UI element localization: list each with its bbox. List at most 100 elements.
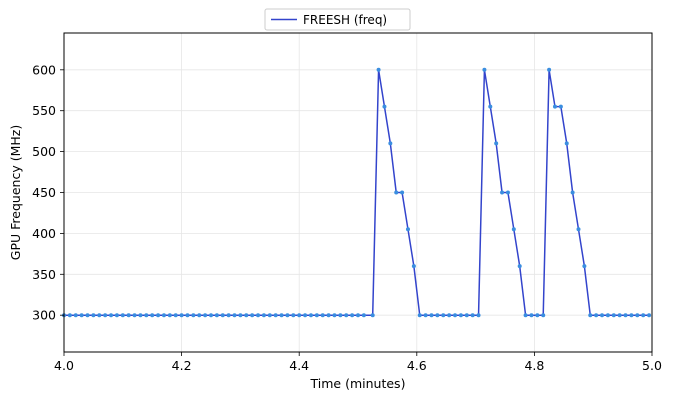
x-tick-label: 5.0 [642,358,662,373]
data-point [191,313,196,318]
y-axis-label: GPU Frequency (MHz) [8,125,23,260]
y-tick-label: 450 [32,185,56,200]
data-point [167,313,172,318]
data-point [564,141,569,146]
data-point [103,313,108,318]
data-point [150,313,155,318]
x-tick-label: 4.0 [54,358,74,373]
data-point [291,313,296,318]
data-point [126,313,131,318]
data-point [588,313,593,318]
data-point [405,227,410,232]
data-point [244,313,249,318]
data-point [517,264,522,269]
x-axis-label: Time (minutes) [310,376,406,391]
data-point [320,313,325,318]
legend-box [264,8,411,31]
y-tick-label: 400 [32,226,56,241]
data-point [344,313,349,318]
axis-ticks: 4.0 4.2 4.4 4.6 4.8 5.0 300 350 400 450 500 550 600 [32,62,662,373]
data-point [382,104,387,109]
y-tick-label: 300 [32,308,56,323]
data-point [203,313,208,318]
x-tick-label: 4.6 [407,358,427,373]
data-point [85,313,90,318]
data-point [338,313,343,318]
data-point [250,313,255,318]
data-point [558,104,563,109]
data-point [482,67,487,72]
data-point [500,190,505,195]
data-point [179,313,184,318]
legend: FREESH (freq) [264,8,411,31]
data-point [582,264,587,269]
data-point [79,313,84,318]
data-point [570,190,575,195]
data-point [73,313,78,318]
x-tick-label: 4.4 [289,358,309,373]
data-point [273,313,278,318]
data-point [261,313,266,318]
data-point [132,313,137,318]
data-point [91,313,96,318]
data-point [547,67,552,72]
data-point [529,313,534,318]
data-point [629,313,634,318]
data-point [238,313,243,318]
data-point [97,313,102,318]
data-point [435,313,440,318]
data-point [356,313,360,318]
data-point [447,313,452,318]
data-point [156,313,161,318]
data-point [214,313,219,318]
y-tick-label: 600 [32,62,56,77]
data-point [370,313,375,318]
data-point [67,313,72,318]
data-point [173,313,178,318]
data-point [488,104,493,109]
data-point [314,313,319,318]
data-point [600,313,605,318]
data-point [303,313,308,318]
data-point [641,313,646,318]
data-point [209,313,213,318]
data-point [458,313,463,318]
data-point [505,190,510,195]
data-point [541,313,546,318]
data-point [511,227,516,232]
legend-label: FREESH (freq) [303,13,387,27]
data-point [376,67,381,72]
y-tick-label: 350 [32,267,56,282]
y-tick-label: 550 [32,103,56,118]
data-point [256,313,261,318]
data-point [411,264,416,269]
data-point [552,104,557,109]
data-point [635,313,640,318]
data-point [226,313,231,318]
data-point [161,313,166,318]
series-line [64,69,650,316]
data-point [144,313,149,318]
data-point [611,313,616,318]
data-point [470,313,475,318]
data-point [350,313,355,318]
data-point [464,313,469,318]
data-point [494,141,499,146]
y-tick-label: 500 [32,144,56,159]
data-point [441,313,446,318]
data-point [423,313,428,318]
data-point [197,313,202,318]
data-point [332,313,337,318]
data-point [617,313,622,318]
series-layer [62,67,652,318]
data-point [453,313,458,318]
data-point [109,313,114,318]
data-point [605,313,610,318]
data-point [535,313,540,318]
data-point [285,313,290,318]
data-point [361,313,366,318]
data-point [308,313,313,318]
data-point [623,313,628,318]
